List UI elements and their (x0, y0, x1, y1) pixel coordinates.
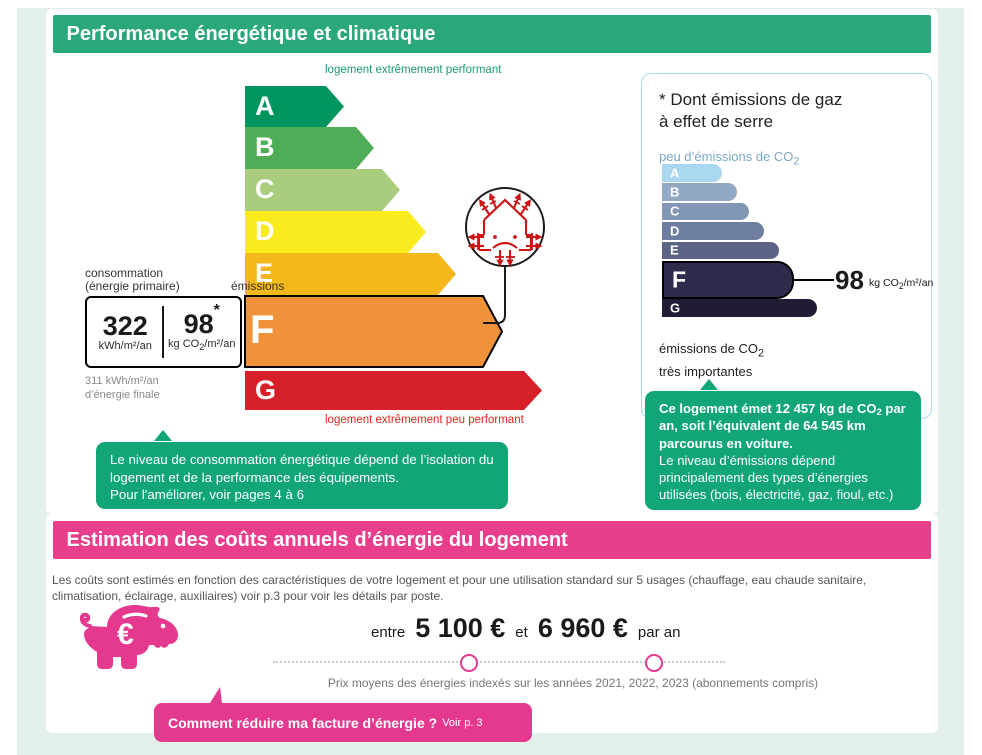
svg-text:€: € (117, 618, 134, 651)
svg-text:F: F (250, 308, 274, 352)
svg-text:A: A (255, 91, 275, 121)
svg-text:C: C (255, 174, 275, 204)
svg-text:G: G (255, 375, 276, 405)
svg-text:B: B (255, 132, 275, 162)
svg-text:D: D (255, 216, 275, 246)
